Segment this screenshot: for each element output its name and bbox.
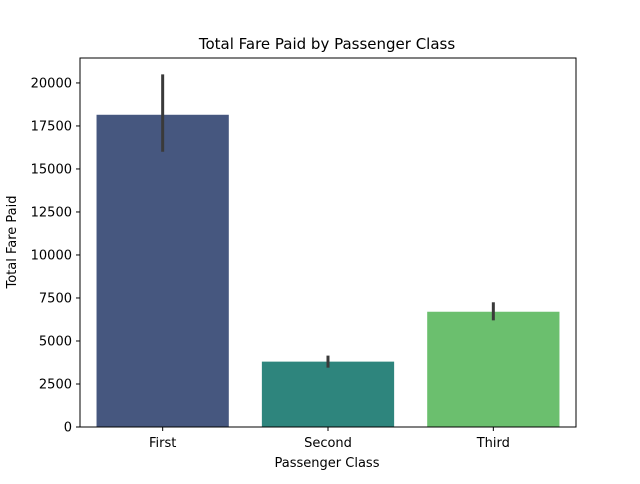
error-bars-layer <box>161 74 495 368</box>
y-tick-label: 17500 <box>31 119 72 134</box>
y-axis-label: Total Fare Paid <box>5 195 20 289</box>
bar-first <box>96 114 229 428</box>
y-tick-label: 5000 <box>39 334 72 349</box>
x-axis: First Second Third <box>149 427 510 451</box>
y-tick-label: 0 <box>64 421 72 436</box>
bar-second <box>261 361 395 427</box>
x-axis-label: Passenger Class <box>275 456 380 471</box>
y-tick-label: 15000 <box>31 162 72 177</box>
y-tick-label: 7500 <box>39 291 72 306</box>
x-tick-label-second: Second <box>304 436 352 451</box>
bar-third <box>427 311 560 427</box>
y-tick-label: 10000 <box>31 248 72 263</box>
y-axis: 0 2500 5000 7500 10000 12500 15000 17500 20000 <box>31 76 80 436</box>
y-tick-label: 2500 <box>39 377 72 392</box>
x-tick-label-first: First <box>149 436 176 451</box>
chart-title: Total Fare Paid by Passenger Class <box>198 35 456 53</box>
bars-layer <box>96 114 560 428</box>
y-tick-label: 12500 <box>31 205 72 220</box>
y-tick-label: 20000 <box>31 76 72 91</box>
x-tick-label-third: Third <box>476 436 510 451</box>
